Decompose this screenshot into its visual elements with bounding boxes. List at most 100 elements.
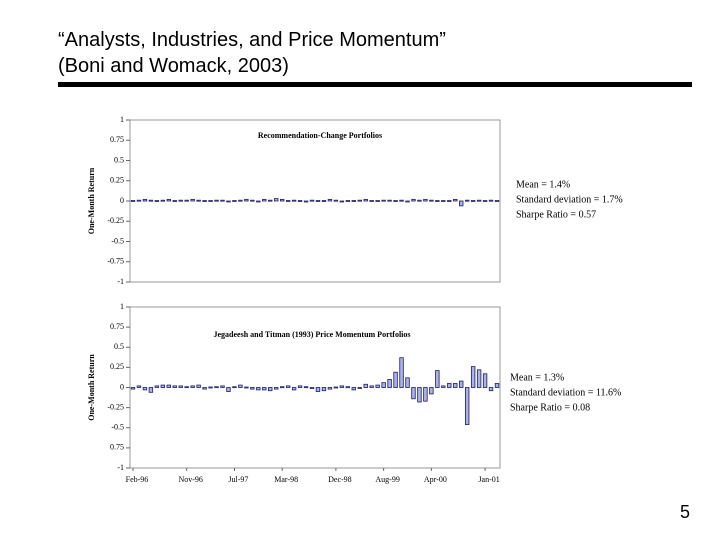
bar bbox=[303, 200, 309, 203]
y-tick-label: -0.25 bbox=[107, 216, 124, 225]
y-tick-label: 0 bbox=[120, 382, 124, 391]
x-tick-label: Aug-99 bbox=[375, 475, 399, 484]
chart-title: Jegadeesh and Titman (1993) Price Moment… bbox=[213, 330, 410, 339]
bar bbox=[351, 200, 356, 202]
bar bbox=[232, 200, 237, 202]
bar bbox=[417, 199, 422, 202]
bar bbox=[453, 383, 458, 388]
bar bbox=[148, 387, 154, 393]
bar bbox=[238, 384, 243, 388]
bar bbox=[142, 198, 148, 202]
bar bbox=[309, 199, 315, 202]
bar bbox=[351, 387, 356, 391]
y-tick-label: -0.5 bbox=[111, 423, 124, 432]
bar bbox=[190, 385, 195, 388]
y-tick-label: 0.25 bbox=[110, 176, 124, 185]
bar bbox=[178, 385, 183, 388]
bar bbox=[136, 199, 142, 202]
slide-title-line: (Boni and Womack, 2003) bbox=[58, 55, 289, 77]
bar bbox=[423, 387, 428, 402]
chart-title: Recommendation-Change Portfolios bbox=[258, 131, 382, 140]
bar bbox=[244, 386, 249, 389]
bar bbox=[363, 383, 368, 388]
bar bbox=[381, 199, 386, 202]
bar bbox=[321, 200, 327, 202]
bar bbox=[494, 383, 500, 388]
y-tick-label: 0.5 bbox=[114, 155, 124, 164]
bar bbox=[357, 199, 362, 202]
bar bbox=[405, 200, 410, 203]
bar bbox=[399, 199, 404, 202]
y-tick-label: 0.75 bbox=[110, 322, 124, 331]
bar bbox=[256, 387, 261, 391]
bar bbox=[393, 200, 398, 202]
bar bbox=[262, 387, 267, 391]
bar bbox=[196, 199, 201, 202]
bar bbox=[345, 200, 351, 202]
bar bbox=[208, 386, 213, 389]
annotation: Mean = 1.4% bbox=[516, 179, 570, 190]
bar bbox=[429, 387, 434, 395]
bar bbox=[244, 198, 249, 202]
x-tick-label: Nov-96 bbox=[178, 475, 202, 484]
bar bbox=[494, 200, 500, 202]
x-tick-label: Jan-01 bbox=[478, 475, 499, 484]
bar bbox=[297, 385, 303, 388]
bar bbox=[274, 387, 279, 390]
y-tick-label: -1 bbox=[117, 463, 124, 472]
bar bbox=[214, 386, 219, 389]
bar bbox=[453, 198, 458, 202]
bar bbox=[285, 200, 291, 202]
y-tick-label: 1 bbox=[120, 115, 124, 124]
y-tick-label: 0.75 bbox=[110, 135, 124, 144]
y-tick-label: -0.75 bbox=[107, 257, 124, 266]
bar bbox=[476, 199, 482, 202]
y-axis-label: One-Month Return bbox=[87, 167, 96, 234]
bar bbox=[441, 200, 446, 202]
y-axis-label: One-Month Return bbox=[87, 354, 96, 421]
bar bbox=[327, 387, 333, 390]
y-tick-label: -1 bbox=[117, 277, 124, 286]
bar bbox=[130, 387, 136, 390]
y-tick-label: 1 bbox=[120, 302, 124, 311]
bar bbox=[447, 383, 452, 388]
y-tick-label: 0.75 bbox=[110, 443, 124, 452]
bar bbox=[441, 385, 446, 388]
bar bbox=[375, 384, 380, 388]
bar bbox=[220, 199, 225, 202]
bar bbox=[226, 200, 231, 203]
x-tick-label: Feb-96 bbox=[126, 475, 149, 484]
x-tick-label: Mar-98 bbox=[274, 475, 298, 484]
y-tick-label: 0 bbox=[120, 196, 124, 205]
bar bbox=[363, 198, 368, 202]
bar bbox=[459, 200, 464, 207]
annotation: Standard deviation = 1.7% bbox=[516, 194, 623, 205]
bar bbox=[166, 198, 171, 202]
bar bbox=[369, 385, 374, 388]
bar bbox=[411, 387, 416, 400]
bar bbox=[482, 200, 488, 202]
bar bbox=[393, 371, 398, 388]
bar bbox=[339, 385, 345, 388]
x-tick-label: Apr-00 bbox=[424, 475, 447, 484]
bar bbox=[321, 387, 327, 392]
annotation: Mean = 1.3% bbox=[510, 372, 564, 383]
bar bbox=[429, 199, 434, 202]
bar bbox=[184, 386, 189, 389]
bar bbox=[262, 198, 267, 202]
bar bbox=[411, 198, 416, 202]
bar bbox=[178, 199, 183, 202]
bar bbox=[423, 198, 428, 202]
bar bbox=[315, 387, 321, 392]
slide-title-line: “Analysts, Industries, and Price Momentu… bbox=[58, 29, 446, 51]
y-tick-label: -0.25 bbox=[107, 402, 124, 411]
bar bbox=[214, 199, 219, 202]
bar bbox=[196, 384, 201, 388]
bar bbox=[268, 387, 273, 392]
bar bbox=[482, 373, 488, 388]
bar bbox=[464, 387, 470, 425]
bar bbox=[226, 387, 231, 392]
bar bbox=[387, 379, 392, 388]
bar bbox=[435, 370, 440, 388]
